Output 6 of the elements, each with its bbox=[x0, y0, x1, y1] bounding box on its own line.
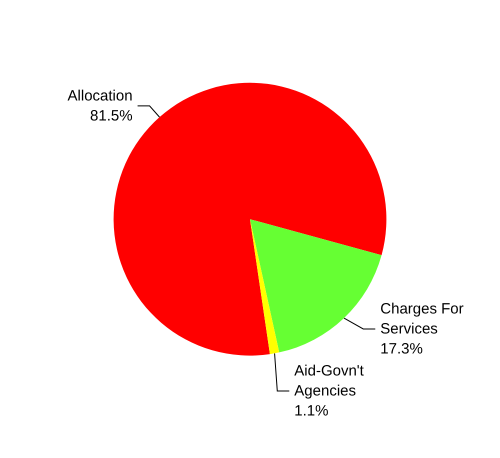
slice-label: Charges For Services bbox=[380, 300, 468, 338]
data-label: 17.3% bbox=[380, 340, 423, 358]
slice-label: Aid-Govn't Agencies bbox=[294, 362, 368, 400]
data-label: 1.1% bbox=[294, 402, 328, 420]
data-label: 81.5% bbox=[90, 107, 133, 124]
slice-label: Allocation bbox=[68, 87, 133, 104]
